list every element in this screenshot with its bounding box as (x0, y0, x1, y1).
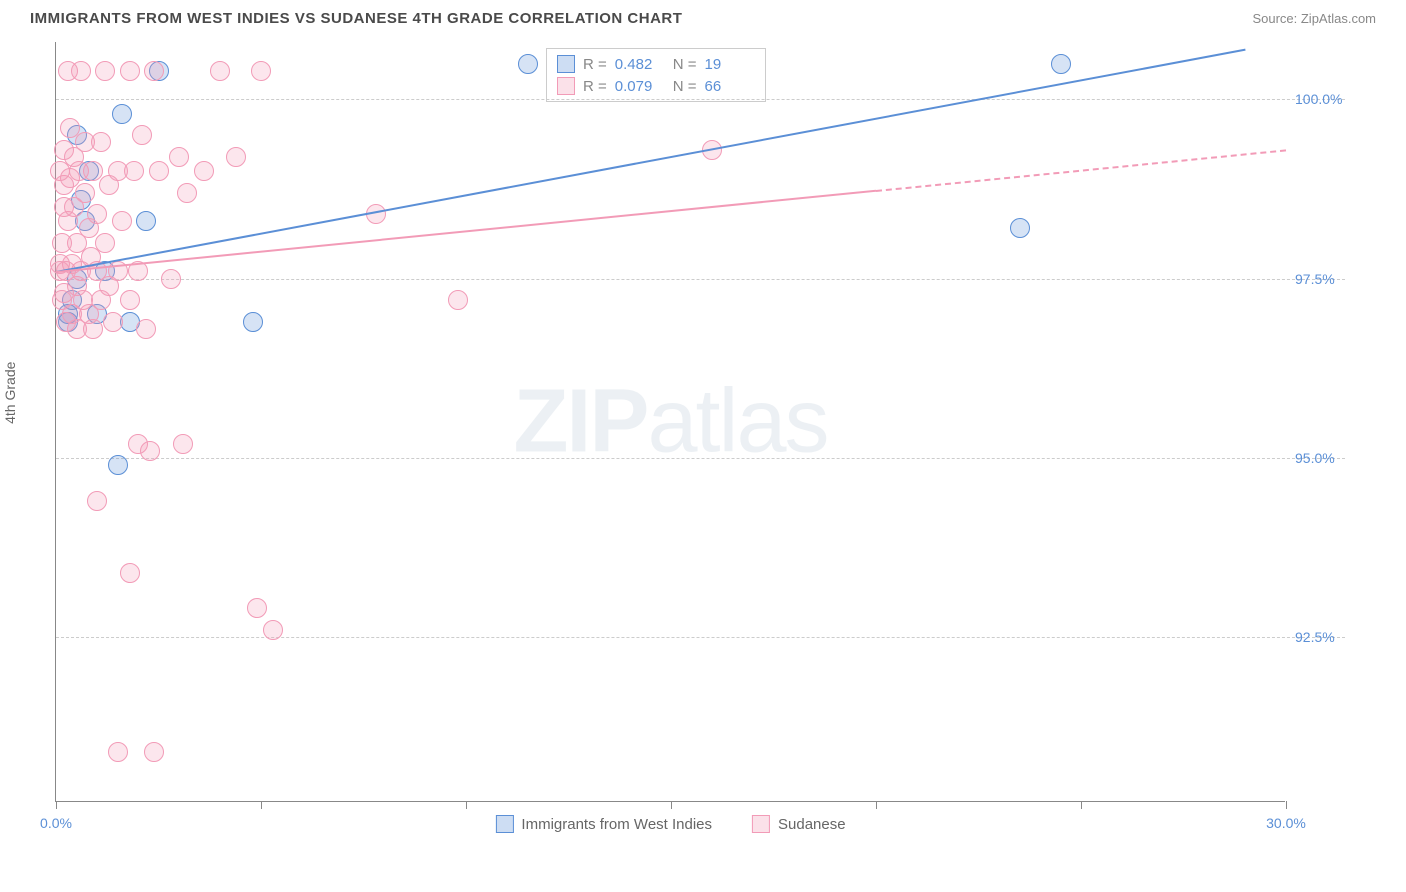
chart-title: IMMIGRANTS FROM WEST INDIES VS SUDANESE … (30, 10, 682, 27)
data-point (112, 104, 132, 124)
data-point (120, 61, 140, 81)
legend-r-label: R = (583, 78, 607, 95)
data-point (140, 441, 160, 461)
x-tick (261, 801, 262, 809)
data-point (103, 312, 123, 332)
legend-r-value: 0.482 (615, 56, 665, 73)
data-point (194, 161, 214, 181)
data-point (161, 269, 181, 289)
legend-item: Immigrants from West Indies (495, 815, 712, 833)
legend-swatch (495, 815, 513, 833)
data-point (120, 290, 140, 310)
data-point (87, 491, 107, 511)
correlation-legend: R = 0.482 N = 19 R = 0.079 N = 66 (546, 48, 766, 102)
legend-n-value: 66 (705, 78, 755, 95)
x-tick-label: 0.0% (40, 815, 72, 831)
y-tick-label: 95.0% (1295, 450, 1355, 466)
x-tick (1081, 801, 1082, 809)
data-point (132, 125, 152, 145)
chart-area: 4th Grade ZIPatlas R = 0.482 N = 19 R = … (0, 32, 1406, 862)
data-point (71, 61, 91, 81)
data-point (120, 563, 140, 583)
x-tick (876, 801, 877, 809)
plot-area: ZIPatlas R = 0.482 N = 19 R = 0.079 N = … (55, 42, 1285, 802)
gridline-h (56, 458, 1345, 459)
x-tick (671, 801, 672, 809)
legend-label: Sudanese (778, 816, 846, 833)
legend-row: R = 0.482 N = 19 (557, 53, 755, 75)
data-point (112, 211, 132, 231)
data-point (124, 161, 144, 181)
data-point (448, 290, 468, 310)
gridline-h (56, 637, 1345, 638)
data-point (169, 147, 189, 167)
data-point (75, 183, 95, 203)
header: IMMIGRANTS FROM WEST INDIES VS SUDANESE … (0, 0, 1406, 32)
data-point (144, 742, 164, 762)
data-point (136, 211, 156, 231)
legend-swatch (557, 77, 575, 95)
legend-item: Sudanese (752, 815, 846, 833)
data-point (108, 742, 128, 762)
data-point (83, 161, 103, 181)
data-point (136, 319, 156, 339)
data-point (263, 620, 283, 640)
data-point (83, 319, 103, 339)
x-tick (466, 801, 467, 809)
legend-n-value: 19 (705, 56, 755, 73)
data-point (91, 132, 111, 152)
x-tick (56, 801, 57, 809)
data-point (144, 61, 164, 81)
source-label: Source: ZipAtlas.com (1252, 11, 1376, 26)
data-point (226, 147, 246, 167)
data-point (251, 61, 271, 81)
legend-n-label: N = (673, 56, 697, 73)
data-point (108, 455, 128, 475)
legend-r-label: R = (583, 56, 607, 73)
x-tick (1286, 801, 1287, 809)
data-point (518, 54, 538, 74)
y-tick-label: 97.5% (1295, 271, 1355, 287)
data-point (1051, 54, 1071, 74)
data-point (210, 61, 230, 81)
watermark-light: atlas (647, 371, 827, 471)
gridline-h (56, 279, 1345, 280)
data-point (95, 233, 115, 253)
trend-line (876, 150, 1286, 193)
y-tick-label: 92.5% (1295, 629, 1355, 645)
x-tick-label: 30.0% (1266, 815, 1306, 831)
data-point (1010, 218, 1030, 238)
legend-r-value: 0.079 (615, 78, 665, 95)
gridline-h (56, 99, 1345, 100)
legend-n-label: N = (673, 78, 697, 95)
data-point (247, 598, 267, 618)
data-point (243, 312, 263, 332)
data-point (173, 434, 193, 454)
y-axis-label: 4th Grade (2, 362, 18, 424)
legend-swatch (752, 815, 770, 833)
watermark-bold: ZIP (513, 371, 647, 471)
data-point (149, 161, 169, 181)
data-point (95, 61, 115, 81)
data-point (87, 204, 107, 224)
trend-line (56, 190, 876, 273)
series-legend: Immigrants from West Indies Sudanese (495, 815, 845, 833)
y-tick-label: 100.0% (1295, 91, 1355, 107)
data-point (177, 183, 197, 203)
legend-label: Immigrants from West Indies (521, 816, 712, 833)
legend-row: R = 0.079 N = 66 (557, 75, 755, 97)
legend-swatch (557, 55, 575, 73)
